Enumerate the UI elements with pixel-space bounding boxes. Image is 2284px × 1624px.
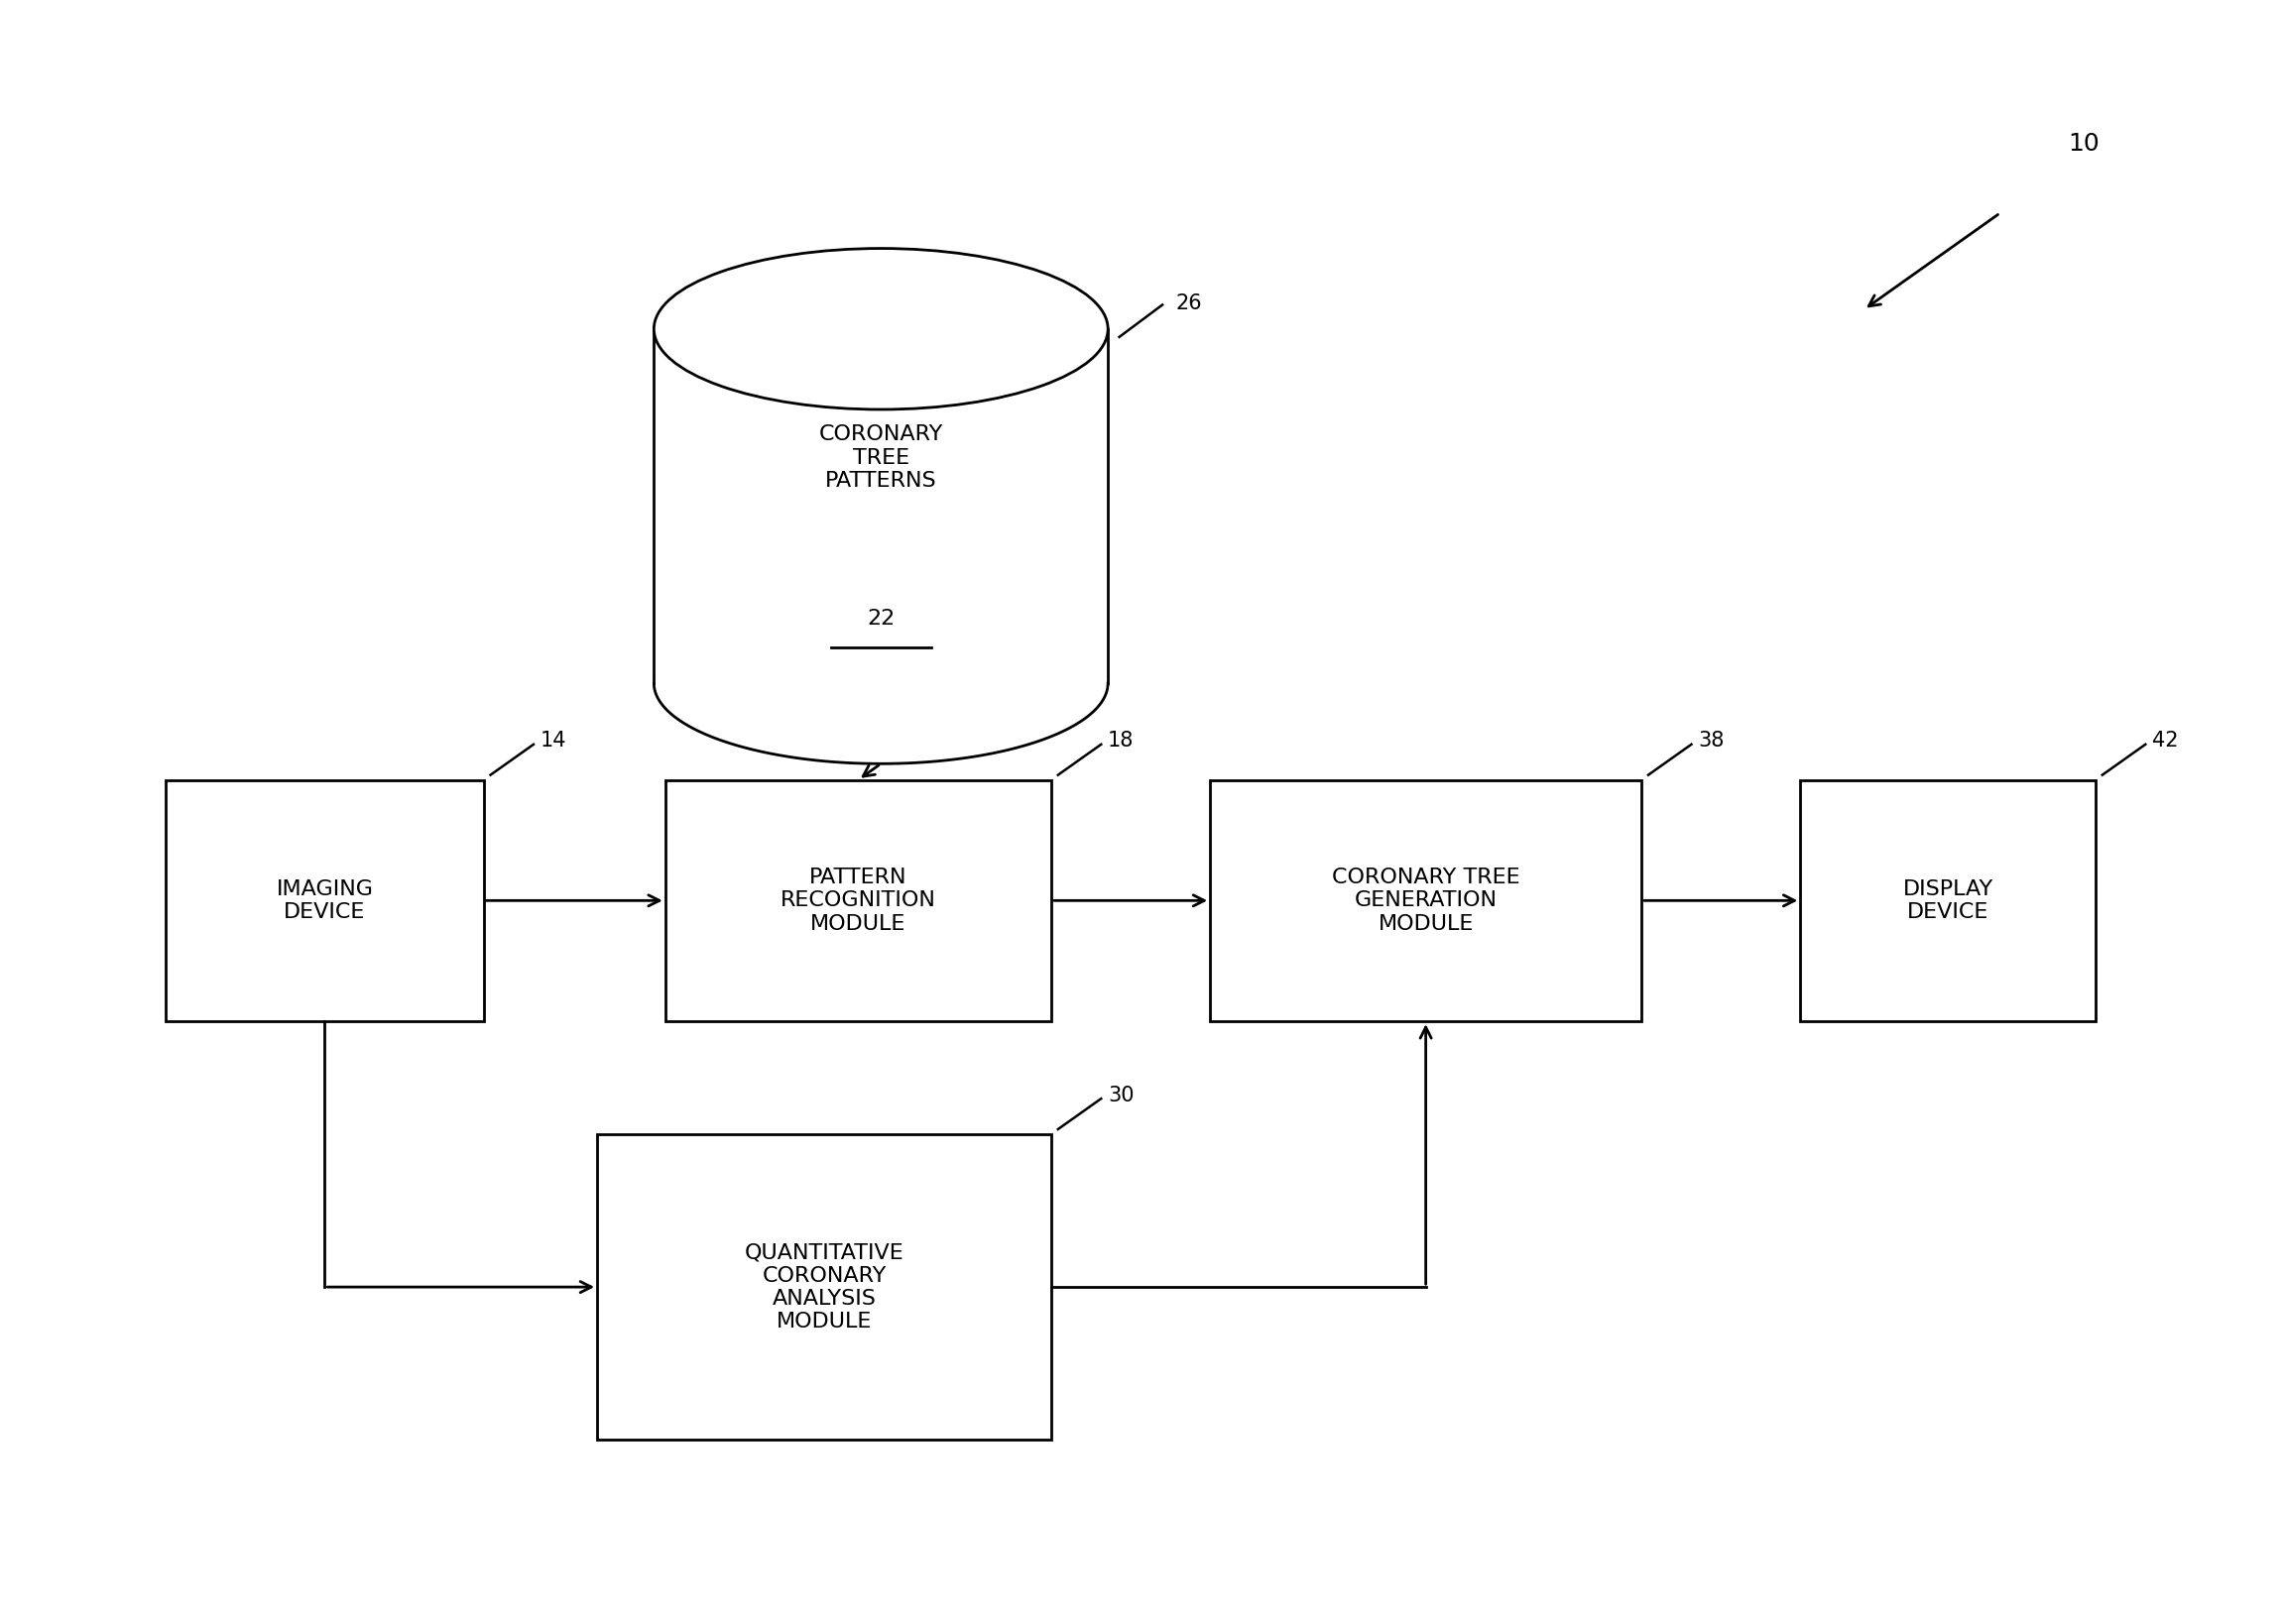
Text: QUANTITATIVE
CORONARY
ANALYSIS
MODULE: QUANTITATIVE CORONARY ANALYSIS MODULE bbox=[745, 1242, 904, 1332]
Text: 42: 42 bbox=[2152, 731, 2179, 750]
Text: 38: 38 bbox=[1699, 731, 1724, 750]
FancyBboxPatch shape bbox=[167, 780, 484, 1021]
Text: IMAGING
DEVICE: IMAGING DEVICE bbox=[276, 879, 372, 922]
Text: DISPLAY
DEVICE: DISPLAY DEVICE bbox=[1903, 879, 1994, 922]
Text: 14: 14 bbox=[541, 731, 566, 750]
FancyBboxPatch shape bbox=[596, 1134, 1051, 1440]
Text: 10: 10 bbox=[2069, 132, 2099, 156]
Ellipse shape bbox=[653, 248, 1108, 409]
Text: PATTERN
RECOGNITION
MODULE: PATTERN RECOGNITION MODULE bbox=[781, 867, 936, 934]
FancyBboxPatch shape bbox=[1211, 780, 1642, 1021]
FancyBboxPatch shape bbox=[665, 780, 1051, 1021]
Text: CORONARY TREE
GENERATION
MODULE: CORONARY TREE GENERATION MODULE bbox=[1332, 867, 1519, 934]
Text: 18: 18 bbox=[1108, 731, 1135, 750]
Text: 30: 30 bbox=[1108, 1085, 1135, 1104]
FancyBboxPatch shape bbox=[653, 330, 1108, 684]
Text: 22: 22 bbox=[868, 609, 895, 628]
Text: CORONARY
TREE
PATTERNS: CORONARY TREE PATTERNS bbox=[818, 425, 943, 490]
FancyBboxPatch shape bbox=[1800, 780, 2094, 1021]
Text: 26: 26 bbox=[1176, 292, 1201, 313]
